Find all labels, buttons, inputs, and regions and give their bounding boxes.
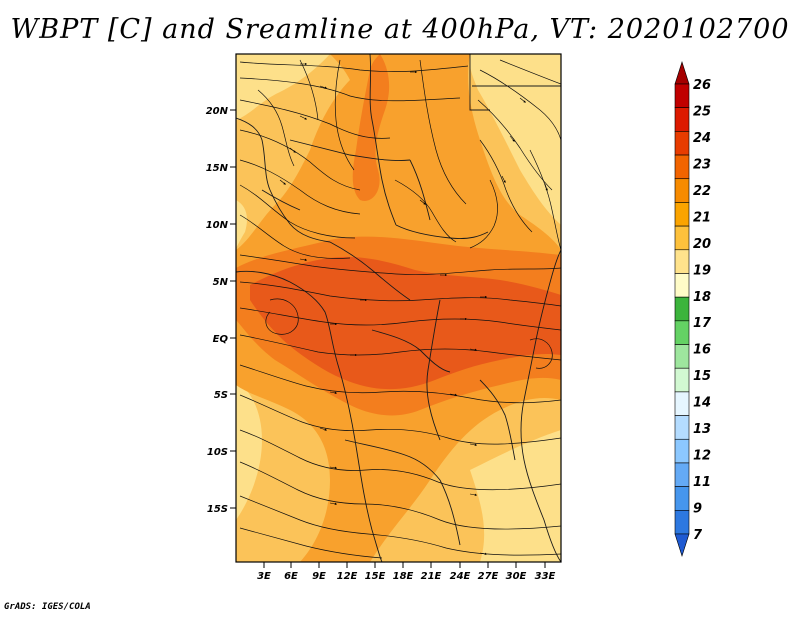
colorbar-segment: [674, 249, 690, 274]
colorbar-segment: [674, 367, 690, 393]
lat-label: 10S: [207, 447, 228, 458]
latitude-axis: [230, 109, 236, 509]
colorbar-segment: [674, 320, 690, 345]
colorbar-label: 13: [693, 422, 711, 437]
colorbar-label: 16: [693, 343, 711, 358]
lon-label: 18E: [393, 571, 414, 582]
lon-label: 9E: [312, 571, 326, 582]
footer-credit: GrADS: IGES/COLA: [4, 602, 91, 612]
colorbar-label: 11: [693, 475, 711, 490]
colorbar-label: 17: [693, 316, 712, 331]
colorbar-segment: [674, 154, 690, 180]
lon-label: 15E: [365, 571, 386, 582]
colorbar-segment: [674, 344, 690, 369]
colorbar-segment: [674, 273, 690, 298]
map-field: [236, 54, 561, 562]
colorbar-segment: [674, 178, 690, 203]
lat-label: 20N: [206, 106, 229, 117]
colorbar-label: 14: [693, 396, 711, 411]
colorbar-label: 22: [693, 184, 711, 199]
colorbar-label: 26: [693, 78, 711, 93]
colorbar-segment: [674, 438, 690, 464]
colorbar-label: 12: [693, 449, 711, 464]
colorbar-segment: [674, 486, 690, 511]
plot-title: WBPT [C] and Sreamline at 400hPa, VT: 20…: [10, 14, 790, 45]
colorbar-top-arrow: [674, 61, 690, 85]
colorbar-label: 24: [693, 131, 711, 146]
wbpt-field-23-24: [250, 256, 561, 390]
colorbar-label: 7: [693, 528, 703, 543]
lat-label: EQ: [213, 334, 229, 345]
longitude-axis: [263, 562, 546, 568]
colorbar-label: 20: [693, 237, 711, 252]
lon-label: 27E: [478, 571, 499, 582]
lon-label: 12E: [337, 571, 358, 582]
colorbar-label: 9: [693, 502, 702, 517]
colorbar-segment: [674, 296, 690, 322]
colorbar-segment: [674, 391, 690, 416]
coastlines: [236, 54, 561, 562]
colorbar: 26 25 24 23 22 21 20 19 18 17 16 15 14 13 12 11 9 7: [674, 61, 712, 557]
lon-label: 33E: [535, 571, 556, 582]
colorbar-label: 18: [693, 290, 711, 305]
colorbar-segment: [674, 131, 690, 156]
colorbar-segment: [674, 462, 690, 487]
lat-label: 10N: [206, 220, 229, 231]
lon-label: 3E: [257, 571, 271, 582]
colorbar-label: 21: [693, 210, 711, 225]
lon-label: 21E: [421, 571, 442, 582]
wbpt-field-19-20: [236, 54, 561, 562]
lat-label: 15S: [207, 504, 228, 515]
colorbar-segment: [674, 107, 690, 132]
colorbar-bottom-arrow: [674, 533, 690, 557]
lon-label: 30E: [506, 571, 527, 582]
map-frame: [235, 53, 562, 563]
lat-label: 5S: [214, 390, 228, 401]
lon-label: 6E: [284, 571, 298, 582]
colorbar-segment: [674, 83, 690, 108]
colorbar-segment: [674, 415, 690, 440]
colorbar-segment: [674, 225, 690, 251]
colorbar-label: 19: [693, 263, 711, 278]
colorbar-segment: [674, 202, 690, 227]
colorbar-label: 25: [693, 104, 711, 119]
lat-label: 15N: [206, 163, 229, 174]
streamlines: [239, 59, 561, 559]
streamline-arrows: [279, 62, 548, 555]
colorbar-segment: [674, 510, 690, 535]
lat-label: 5N: [213, 277, 229, 288]
colorbar-label: 23: [693, 157, 711, 172]
lon-label: 24E: [450, 571, 471, 582]
colorbar-label: 15: [693, 369, 711, 384]
